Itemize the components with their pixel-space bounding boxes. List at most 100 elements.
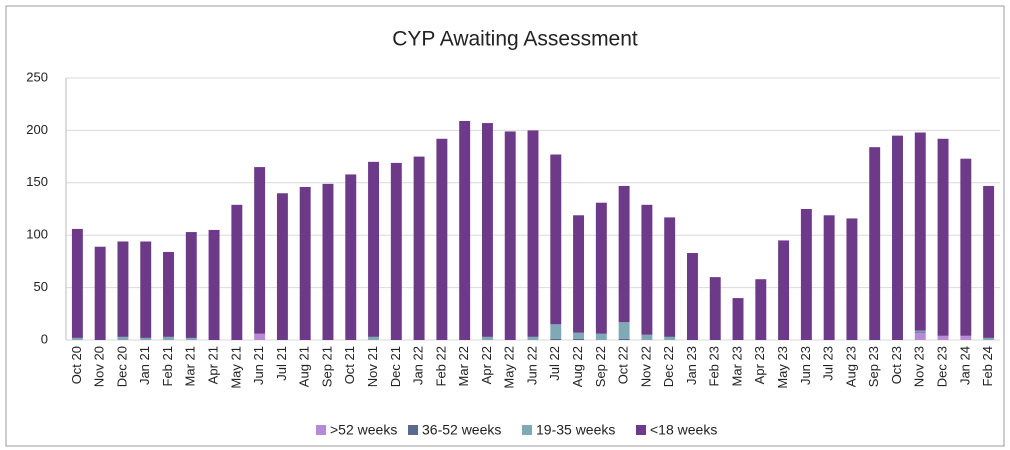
legend-label: <18 weeks bbox=[650, 422, 717, 438]
bar-segment bbox=[527, 130, 539, 337]
bar-segment bbox=[71, 228, 83, 338]
bar-segment bbox=[550, 338, 562, 340]
x-tick-label: Mar 23 bbox=[729, 346, 744, 386]
bar-segment bbox=[345, 174, 357, 340]
x-tick-label: Jul 23 bbox=[821, 346, 836, 381]
x-tick-label: Feb 22 bbox=[433, 346, 448, 386]
legend-label: 36-52 weeks bbox=[422, 422, 501, 438]
bar-segment bbox=[914, 331, 926, 333]
legend-swatch bbox=[316, 425, 326, 435]
x-tick-label: Apr 21 bbox=[206, 346, 221, 384]
bar-segment bbox=[140, 241, 152, 338]
x-tick-label: Sep 23 bbox=[866, 346, 881, 387]
x-tick-label: Feb 21 bbox=[160, 346, 175, 386]
x-tick-label: Aug 21 bbox=[297, 346, 312, 387]
legend-label: 19-35 weeks bbox=[536, 422, 615, 438]
bar-segment bbox=[163, 336, 174, 340]
bar-segment bbox=[914, 132, 926, 331]
bar-segment bbox=[983, 337, 995, 340]
bar-segment bbox=[618, 338, 630, 340]
bar-segment bbox=[641, 334, 653, 340]
x-tick-label: May 23 bbox=[775, 346, 790, 389]
x-tick-label: Feb 24 bbox=[980, 346, 995, 386]
bar-segment bbox=[254, 167, 266, 334]
bar-segment bbox=[914, 330, 926, 332]
bar-segment bbox=[254, 333, 266, 340]
bar-segment bbox=[618, 185, 630, 323]
bar-segment bbox=[686, 253, 698, 340]
x-tick-label: Jan 23 bbox=[684, 346, 699, 385]
bar-segment bbox=[983, 185, 995, 338]
bar-segment bbox=[595, 333, 607, 340]
bar-segment bbox=[459, 120, 471, 340]
x-tick-label: Nov 23 bbox=[912, 346, 927, 387]
bar-segment bbox=[664, 336, 676, 340]
x-tick-label: Feb 23 bbox=[707, 346, 722, 386]
x-tick-label: Apr 22 bbox=[479, 346, 494, 384]
y-tick-label: 0 bbox=[41, 331, 48, 346]
chart-title: CYP Awaiting Assessment bbox=[392, 28, 638, 51]
bar-segment bbox=[163, 251, 174, 337]
bar-segment bbox=[937, 335, 949, 340]
bar-segment bbox=[709, 277, 721, 340]
bar-segment bbox=[573, 332, 585, 339]
legend-swatch bbox=[636, 425, 646, 435]
bar-segment bbox=[573, 215, 585, 333]
chart-border bbox=[5, 5, 1005, 447]
x-tick-label: Aug 22 bbox=[570, 346, 585, 387]
x-tick-label: May 21 bbox=[228, 346, 243, 389]
bar-segment bbox=[641, 204, 653, 335]
y-tick-label: 250 bbox=[26, 69, 48, 84]
bar-segment bbox=[185, 232, 197, 338]
bar-segment bbox=[299, 186, 311, 340]
bar-segment bbox=[869, 147, 881, 340]
x-tick-label: Nov 21 bbox=[365, 346, 380, 387]
bar-segment bbox=[368, 336, 380, 340]
bar-segment bbox=[550, 154, 562, 325]
bar-segment bbox=[800, 209, 812, 340]
bar-segment bbox=[117, 241, 129, 337]
bar-segment bbox=[390, 162, 402, 340]
x-tick-label: Dec 22 bbox=[661, 346, 676, 387]
x-tick-label: Jul 22 bbox=[547, 346, 562, 381]
x-tick-label: Mar 22 bbox=[456, 346, 471, 386]
bar-segment bbox=[413, 156, 425, 340]
bar-segment bbox=[732, 298, 744, 340]
bar-segment bbox=[185, 337, 197, 340]
x-tick-label: Mar 21 bbox=[183, 346, 198, 386]
y-tick-label: 100 bbox=[26, 227, 48, 242]
x-tick-label: Nov 22 bbox=[638, 346, 653, 387]
x-tick-label: Sep 21 bbox=[319, 346, 334, 387]
bar-segment bbox=[960, 335, 972, 340]
bar-segment bbox=[436, 138, 448, 340]
legend-label: >52 weeks bbox=[330, 422, 397, 438]
bar-segment bbox=[823, 215, 835, 340]
bar-segment bbox=[276, 193, 288, 340]
x-tick-label: Jun 21 bbox=[251, 346, 266, 385]
bar-segment bbox=[208, 229, 220, 340]
bar-segment bbox=[322, 183, 334, 340]
bar-segment bbox=[573, 338, 585, 340]
x-tick-label: Jun 23 bbox=[798, 346, 813, 385]
y-tick-label: 150 bbox=[26, 174, 48, 189]
bar-segment bbox=[140, 337, 152, 340]
bar-segment bbox=[481, 336, 493, 340]
bar-segment bbox=[368, 161, 380, 337]
bar-segment bbox=[117, 336, 129, 340]
x-tick-label: Apr 23 bbox=[752, 346, 767, 384]
bar-segment bbox=[550, 324, 562, 339]
bar-segment bbox=[504, 131, 516, 340]
bar-segment bbox=[960, 158, 972, 336]
bar-segment bbox=[664, 217, 676, 337]
x-tick-label: Dec 20 bbox=[114, 346, 129, 387]
bar-segment bbox=[71, 337, 83, 340]
x-tick-label: Nov 20 bbox=[92, 346, 107, 387]
x-tick-label: Aug 23 bbox=[843, 346, 858, 387]
y-tick-label: 50 bbox=[34, 279, 48, 294]
x-tick-label: Sep 22 bbox=[593, 346, 608, 387]
bar-segment bbox=[481, 123, 493, 337]
bar-segment bbox=[755, 279, 767, 340]
x-tick-label: Jan 21 bbox=[137, 346, 152, 385]
x-tick-label: May 22 bbox=[502, 346, 517, 389]
